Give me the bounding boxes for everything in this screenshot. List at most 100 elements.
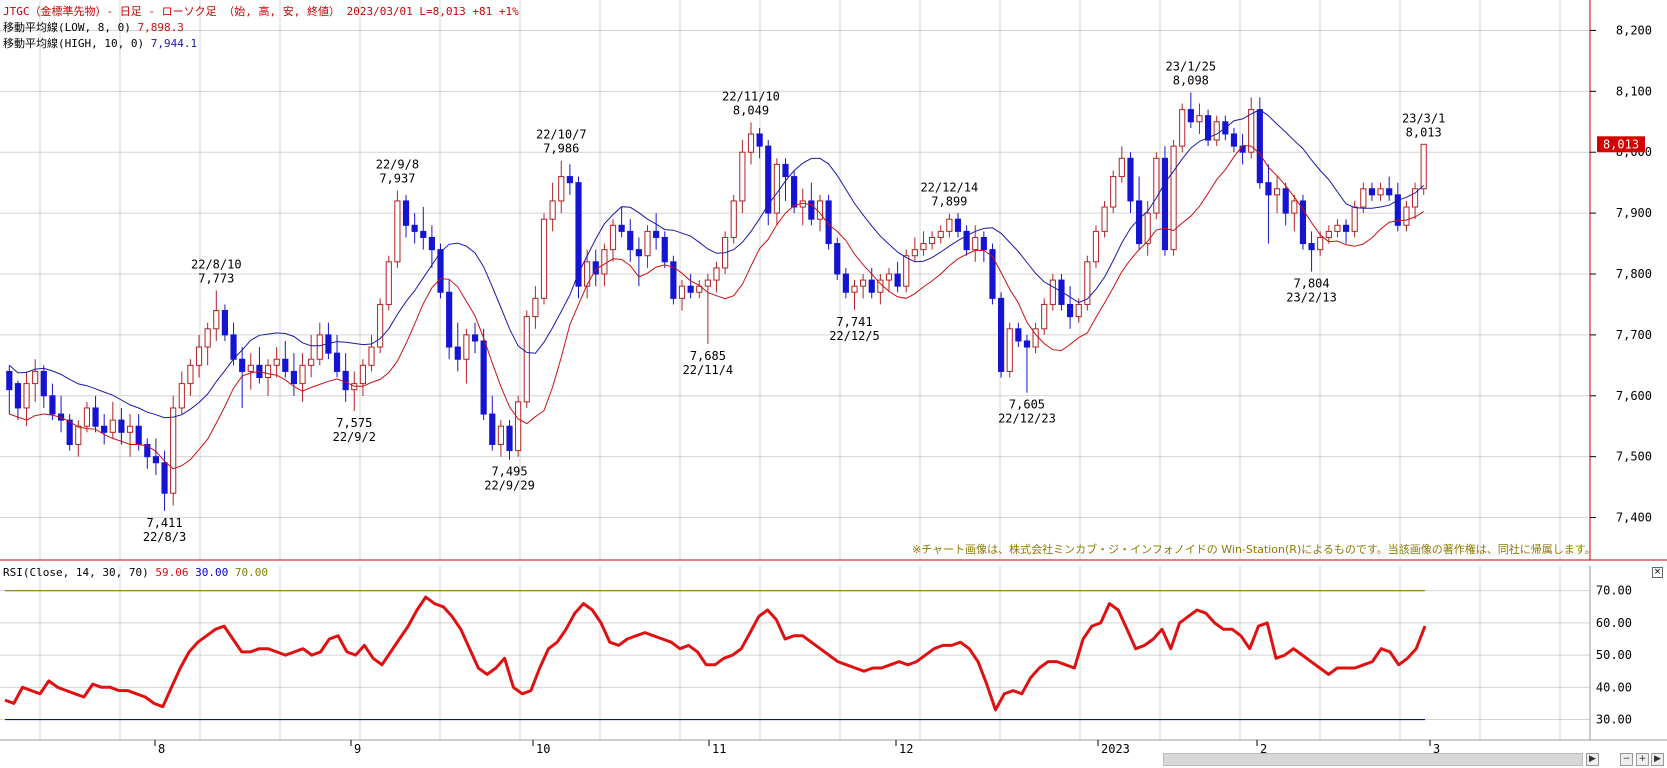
candle-body: [601, 249, 608, 275]
candle-body: [32, 370, 39, 385]
candle-body: [402, 200, 410, 226]
annotation-value: 7,495: [491, 465, 527, 479]
candle-body: [704, 279, 711, 287]
time-axis: 8 9 10 11 12 2023 2 3: [154, 740, 1440, 756]
candle: [618, 207, 625, 238]
candle: [980, 231, 987, 262]
price-tick-label: 7,900: [1616, 206, 1652, 220]
candle-body: [575, 182, 582, 287]
candle-body: [454, 346, 461, 360]
candle: [1239, 133, 1246, 165]
candle-body: [1075, 303, 1082, 318]
candle: [1342, 219, 1350, 244]
candle-body: [506, 425, 513, 452]
candle-body: [1325, 230, 1332, 238]
candlestick-series: [6, 92, 1427, 511]
candle: [696, 280, 703, 299]
price-tick-label: 7,600: [1616, 389, 1652, 403]
last-price-tag-label: 8,013: [1603, 137, 1639, 151]
time-tick-label: 12: [899, 742, 913, 756]
candle-body: [989, 249, 996, 299]
candle-body: [635, 249, 642, 257]
candle: [937, 225, 944, 244]
candle-body: [920, 243, 927, 251]
candle: [877, 274, 884, 305]
candle: [1144, 200, 1151, 256]
moving-average-lines: [8, 109, 1425, 470]
zoom-in-button[interactable]: +: [1636, 753, 1649, 766]
candle-body: [377, 303, 384, 348]
candle-body: [333, 352, 341, 372]
ma-high-value: 7,944.1: [150, 37, 198, 50]
time-tick-label: 8: [158, 742, 165, 756]
candle-body: [66, 419, 73, 445]
candle-body: [437, 249, 444, 293]
candle: [756, 127, 763, 159]
candle: [1170, 140, 1177, 256]
price-annotation: 22/9/87,937: [376, 158, 419, 186]
candle-body: [126, 425, 134, 433]
annotation-value: 7,411: [146, 516, 182, 530]
candle-body: [1213, 121, 1220, 141]
candle: [782, 158, 789, 201]
price-annotation: 23/1/258,098: [1166, 60, 1217, 88]
candle-body: [808, 200, 815, 220]
ma-low-line: [9, 144, 1424, 470]
candle-body: [1110, 176, 1117, 208]
candle-body: [1023, 340, 1031, 348]
scroll-right-button[interactable]: ▶: [1586, 753, 1599, 766]
annotation-value: 7,685: [690, 349, 726, 363]
candle-body: [1265, 182, 1272, 196]
candle: [635, 237, 642, 287]
candle-body: [385, 261, 392, 305]
candle-body: [420, 230, 427, 238]
candle: [368, 334, 375, 372]
candle: [1161, 146, 1169, 256]
candle-body: [1342, 224, 1350, 232]
candle-body: [1273, 188, 1281, 196]
candle: [1411, 182, 1419, 220]
close-rsi-button[interactable]: ×: [1652, 567, 1663, 578]
candle-body: [14, 383, 22, 409]
zoom-out-button[interactable]: −: [1620, 753, 1633, 766]
chart-frame: [0, 0, 1667, 741]
candle: [1248, 97, 1255, 159]
candle-body: [394, 200, 401, 263]
candle-body: [1144, 212, 1151, 245]
candle: [747, 122, 755, 165]
annotation-date: 22/12/14: [920, 181, 978, 195]
price-annotation: 23/3/18,013: [1402, 111, 1445, 139]
candle-body: [1282, 188, 1289, 214]
candle-body: [540, 218, 548, 299]
ma-low-label: 移動平均線(LOW, 8, 0): [3, 21, 131, 34]
annotation-value: 8,013: [1406, 125, 1442, 139]
candle-body: [1067, 303, 1074, 318]
candle: [566, 164, 573, 195]
candle-body: [747, 133, 755, 153]
candle: [152, 438, 160, 475]
candle-body: [1230, 133, 1238, 147]
candle-body: [851, 285, 858, 293]
candle-body: [756, 133, 763, 147]
candle-body: [834, 243, 841, 275]
candle-body: [842, 273, 849, 293]
candle-body: [446, 291, 453, 348]
candle: [6, 365, 13, 415]
rsi-tick-label: 30.00: [1596, 713, 1632, 727]
candle-body: [299, 364, 306, 385]
time-tick-label: 11: [712, 742, 726, 756]
candle-body: [1118, 157, 1125, 178]
rsi-tick-label: 60.00: [1596, 616, 1632, 630]
candle: [1136, 176, 1143, 250]
candle: [687, 274, 694, 299]
horizontal-scrollbar[interactable]: [1163, 753, 1583, 766]
candle-body: [954, 218, 962, 232]
candle-body: [1006, 328, 1013, 372]
copyright-notice: ※チャート画像は、株式会社ミンカブ・ジ・インフォノイドの Win-Station…: [912, 543, 1596, 556]
scroll-end-button[interactable]: ▶: [1651, 753, 1664, 766]
candle: [1006, 322, 1013, 378]
candle-body: [368, 346, 375, 366]
candle: [678, 280, 686, 311]
candle-body: [463, 334, 470, 360]
